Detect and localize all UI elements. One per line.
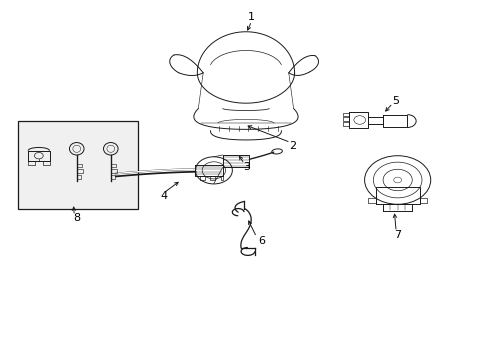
Text: 5: 5 — [391, 96, 398, 107]
Text: 8: 8 — [73, 212, 80, 222]
Bar — [19, 121, 137, 208]
Text: 3: 3 — [243, 162, 250, 172]
Text: 6: 6 — [258, 236, 264, 246]
Text: 1: 1 — [248, 13, 255, 22]
Text: 4: 4 — [161, 191, 167, 201]
Text: 7: 7 — [393, 230, 400, 240]
Text: 2: 2 — [289, 141, 296, 151]
